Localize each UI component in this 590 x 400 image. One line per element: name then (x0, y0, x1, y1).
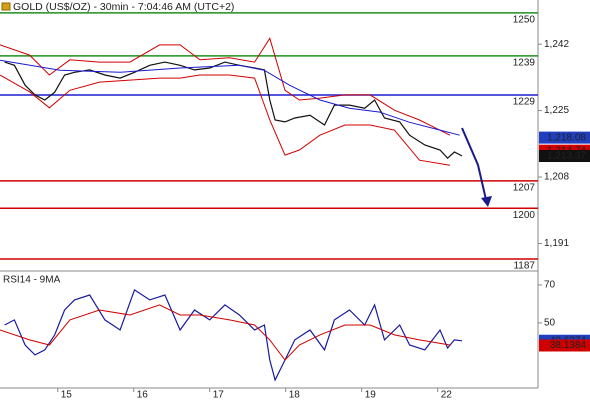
trend-arrow (461, 127, 488, 205)
x-tick-label: 16 (137, 390, 149, 400)
price-tag-label: 1,213.37 (547, 151, 586, 162)
price-tag (539, 339, 590, 352)
y-tick-label: 1,191 (544, 238, 569, 249)
level-label: 1200 (513, 210, 536, 221)
level-label: 1229 (513, 97, 536, 108)
arrow-head (481, 196, 492, 207)
x-tick-label: 22 (441, 390, 453, 400)
y-tick-label: 1,225 (544, 105, 569, 116)
level-label: 1207 (513, 183, 536, 194)
series-line (4, 288, 463, 382)
marks: 1,242 1,225 1,208 1,191 1250 1239 1229 1207 1200… (0, 12, 590, 400)
series-line (0, 74, 450, 166)
level-label: 1187 (513, 261, 535, 272)
series-line (0, 37, 451, 136)
series-line (0, 59, 460, 136)
level-label: 1239 (513, 58, 536, 69)
x-tick-label: 17 (213, 390, 225, 400)
price-tag-label: 1,218.08 (547, 132, 586, 143)
x-tick-label: 15 (61, 390, 73, 400)
chart-title: GOLD (US$/OZ) - 30min - 7:04:46 AM (UTC+… (13, 1, 234, 13)
x-tick-label: 19 (365, 390, 377, 400)
series-line (0, 304, 450, 361)
price-tag (539, 131, 590, 144)
symbol-icon (1, 2, 11, 11)
indicator-title: RSI14 - 9MA (3, 275, 61, 286)
level-label: 1250 (513, 15, 536, 26)
y-tick-label: 1,242 (544, 39, 569, 50)
y-tick-label: 1,208 (544, 172, 569, 183)
y-tick-label: 70 (544, 280, 556, 291)
price-tag-label: 38.1384 (550, 340, 587, 351)
price-tag (539, 150, 590, 163)
x-tick-label: 18 (289, 390, 301, 400)
y-tick-label: 50 (544, 318, 556, 329)
